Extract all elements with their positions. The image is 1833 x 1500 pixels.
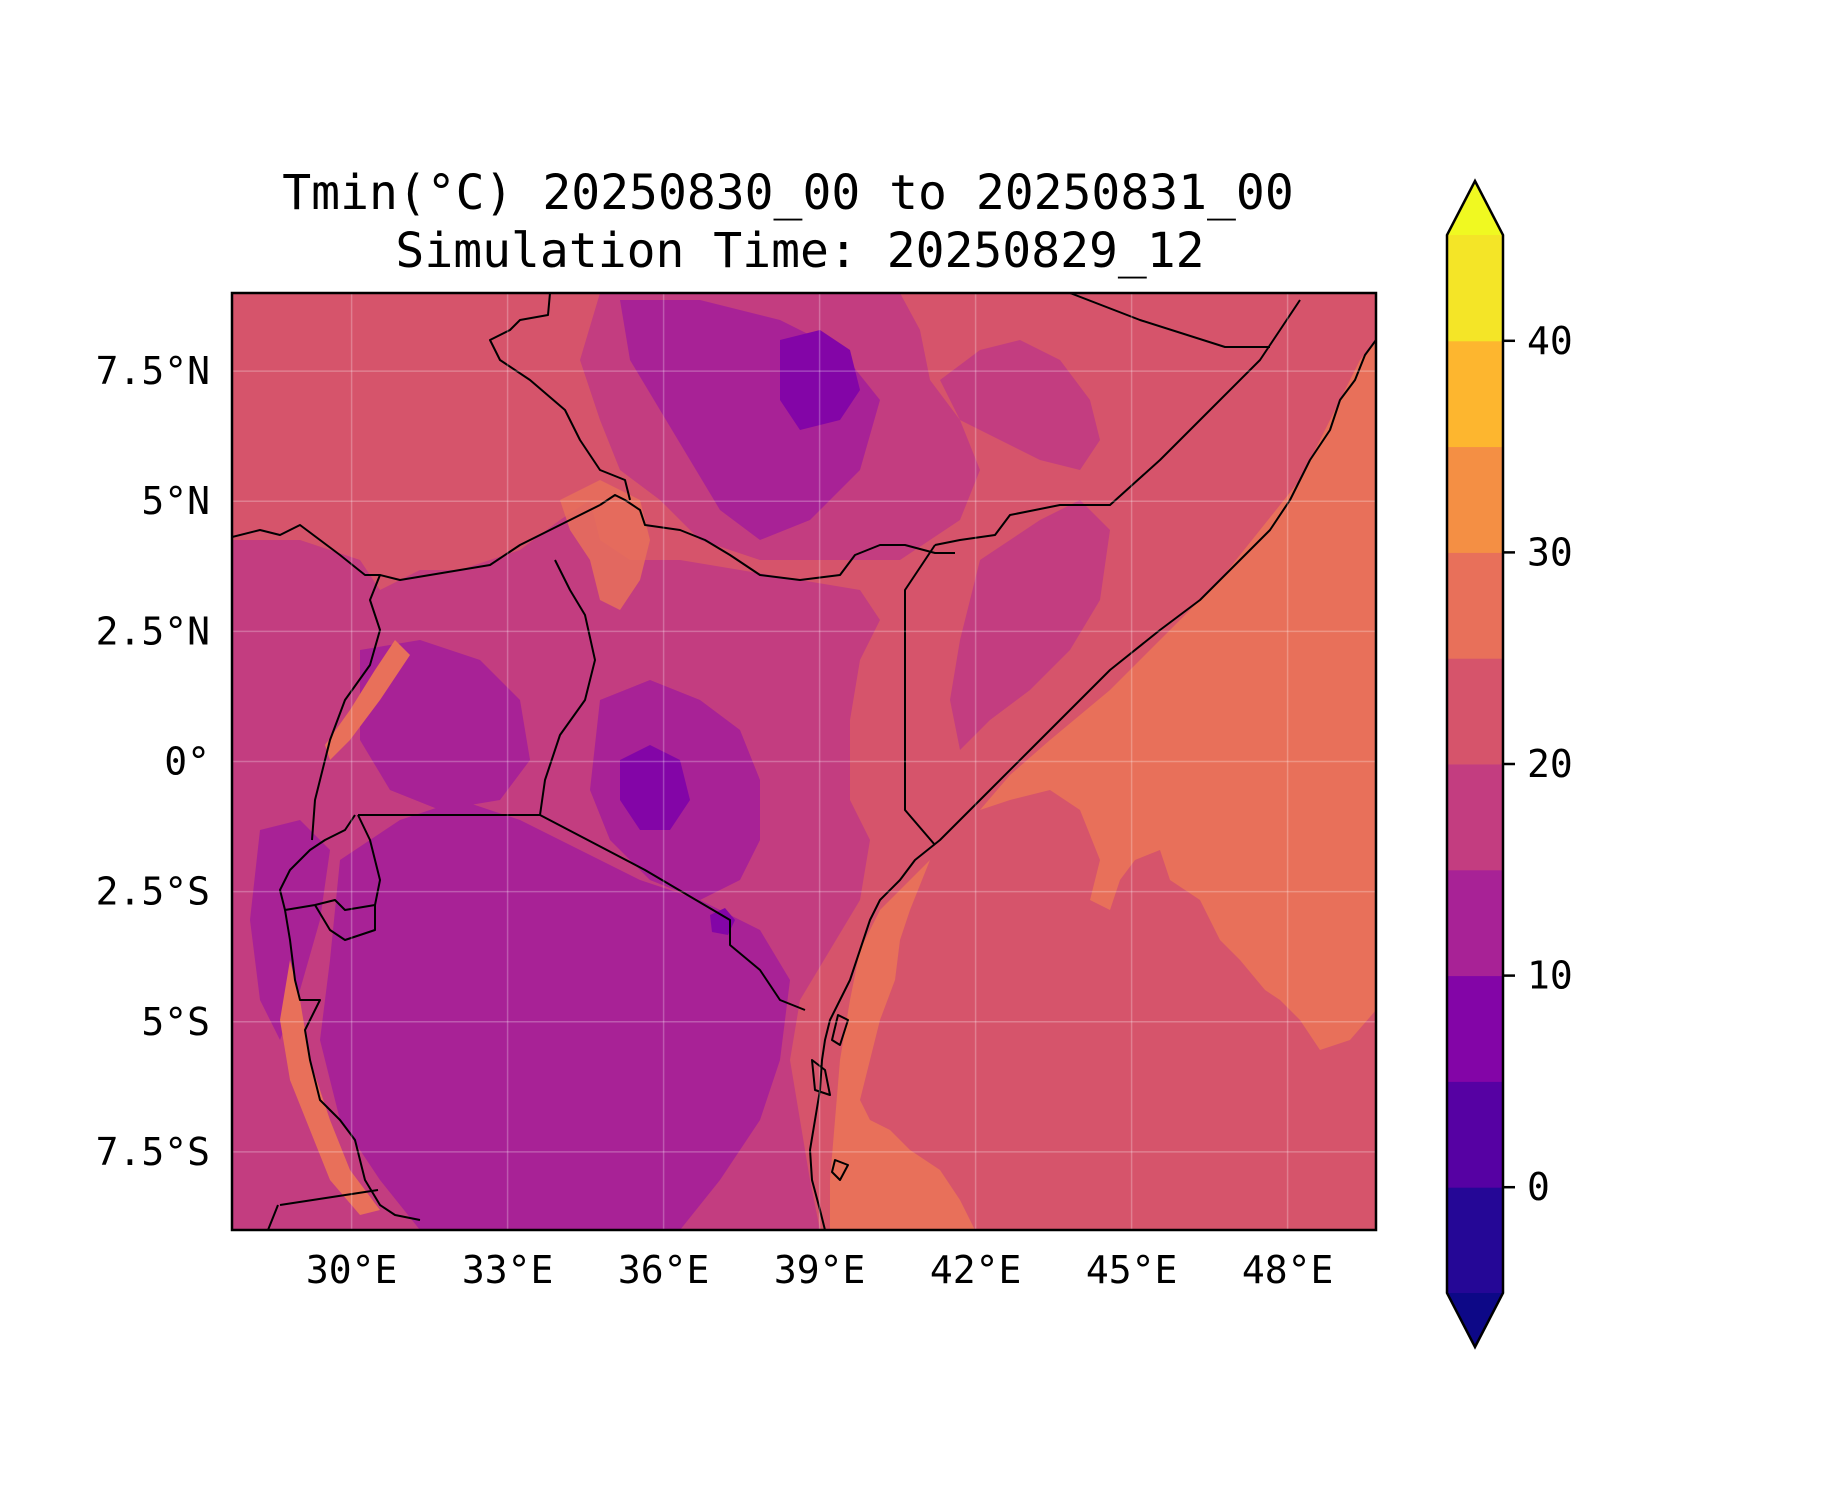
border-ethiopia-somalia <box>934 299 1301 546</box>
colorbar-segment <box>1447 552 1503 659</box>
border-drc-uganda <box>311 574 381 841</box>
peak-kenya <box>620 745 690 830</box>
colorbar-segment <box>1447 764 1503 871</box>
border-se-coast-islands <box>811 1014 849 1181</box>
colorbar-segment <box>1447 1187 1503 1294</box>
border-tanzania-north <box>358 814 806 1011</box>
peak-ethiopia <box>780 330 860 430</box>
map-panel <box>232 293 1376 1230</box>
lake-tanganyika-warm <box>280 960 380 1215</box>
colorbar-tick-label: 40 <box>1527 319 1573 363</box>
lon-tick-label: 42°E <box>930 1248 1022 1292</box>
lat-tick-label: 5°S <box>141 1000 210 1044</box>
colorbar-segment <box>1447 658 1503 765</box>
border-south-sudan-uganda <box>232 504 601 581</box>
colorbar-segment <box>1447 340 1503 448</box>
border-somalia-north <box>1069 293 1270 348</box>
colorbar-tick-label: 30 <box>1527 530 1573 574</box>
colorbar-segment <box>1447 235 1503 342</box>
lat-tick-label: 2.5°S <box>96 870 210 914</box>
border-uganda-kenya-b <box>539 559 596 816</box>
highland-cold-tanzania <box>320 800 790 1230</box>
colorbar-tick-label: 10 <box>1527 954 1573 998</box>
somalia-north-band <box>940 340 1100 470</box>
gridlines <box>232 293 1376 1230</box>
border-kenya-somalia <box>904 544 936 846</box>
border-sw-corner <box>267 1204 279 1230</box>
border-kenya-ethiopia <box>599 494 955 581</box>
rift-cold-west <box>250 820 330 1040</box>
colorbar-outline <box>1445 178 1505 1350</box>
map-title-line1: Tmin(°C) 20250830_00 to 20250831_00 <box>282 165 1293 221</box>
lat-tick-label: 5°N <box>141 479 210 523</box>
lon-tick-labels: 30°E 33°E 36°E 39°E 42°E 45°E 48°E <box>306 1248 1334 1292</box>
border-tanzania-west <box>284 909 421 1221</box>
colorbar-segment <box>1447 1081 1503 1188</box>
lat-tick-label: 0° <box>164 740 210 784</box>
lat-tick-labels: 7.5°N 5°N 2.5°N 0° 2.5°S 5°S 7.5°S <box>96 349 210 1174</box>
lat-tick-label: 2.5°N <box>96 609 210 653</box>
lon-tick-label: 36°E <box>618 1248 710 1292</box>
peak-kilimanjaro <box>710 908 735 935</box>
lon-tick-label: 45°E <box>1086 1248 1178 1292</box>
lake-albert-warm <box>325 640 410 760</box>
borders-layer <box>232 293 1376 1230</box>
somalia-cool-patch <box>950 500 1110 750</box>
ocean-warm-region <box>980 340 1376 1050</box>
border-burundi-tanzania <box>314 904 376 941</box>
coastline <box>809 339 1376 1230</box>
colorbar-tick-label: 20 <box>1527 742 1573 786</box>
highland-cold-uganda <box>360 640 530 810</box>
lon-tick-label: 33°E <box>462 1248 554 1292</box>
map-title-line2: Simulation Time: 20250829_12 <box>395 223 1204 279</box>
colorbar: 0 10 20 30 40 <box>1445 178 1573 1350</box>
border-south-sudan-ethiopia <box>489 293 631 501</box>
lon-tick-label: 48°E <box>1242 1248 1334 1292</box>
map-frame <box>230 291 1378 1232</box>
lon-tick-label: 39°E <box>774 1248 866 1292</box>
colorbar-tick-label: 0 <box>1527 1165 1550 1209</box>
border-zambia <box>279 1189 379 1206</box>
coastal-warm-band <box>830 860 975 1230</box>
colorbar-segment <box>1447 869 1503 977</box>
colorbar-extend-max <box>1447 181 1503 235</box>
lon-tick-label: 30°E <box>306 1248 398 1292</box>
colorbar-segment <box>1447 975 1503 1082</box>
colorbar-extend-min <box>1447 1293 1503 1347</box>
colorbar-segment <box>1447 446 1503 553</box>
lat-tick-label: 7.5°S <box>96 1130 210 1174</box>
turkana-warm-streak <box>560 480 650 610</box>
lat-tick-label: 7.5°N <box>96 349 210 393</box>
